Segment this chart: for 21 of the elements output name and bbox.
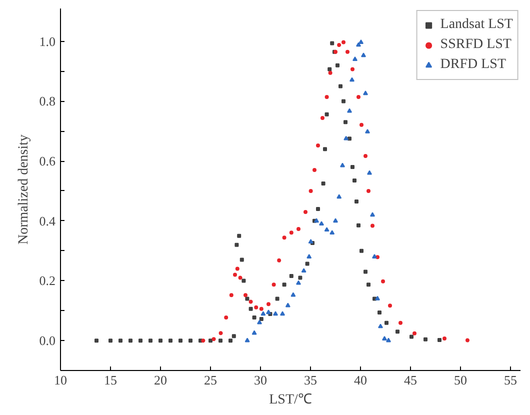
y-tick-label: 0.4 xyxy=(39,213,56,228)
legend-label: DRFD LST xyxy=(440,57,506,73)
x-tick-label: 20 xyxy=(154,372,167,388)
legend-label: Landsat LST xyxy=(440,17,513,33)
x-tick-label: 25 xyxy=(204,372,217,388)
x-tick-label: 10 xyxy=(54,372,67,388)
y-tick-label: 0.8 xyxy=(39,94,56,109)
x-tick-label: 45 xyxy=(404,372,417,388)
x-tick-label: 35 xyxy=(304,372,317,388)
y-tick-label: 0.2 xyxy=(39,273,56,288)
x-tick-label: 50 xyxy=(454,372,467,388)
y-axis-title: Normalized density xyxy=(16,134,32,245)
y-tick-label: 0.0 xyxy=(39,333,56,348)
y-tick-label: 0.6 xyxy=(39,154,56,169)
x-tick-label: 30 xyxy=(254,372,267,388)
y-tick-label: 1.0 xyxy=(39,34,56,49)
x-tick-label: 15 xyxy=(104,372,117,388)
legend-label: SSRFD LST xyxy=(440,37,512,53)
x-axis-title: LST/℃ xyxy=(269,392,312,408)
x-tick-label: 55 xyxy=(504,372,517,388)
x-tick-label: 40 xyxy=(354,372,367,388)
